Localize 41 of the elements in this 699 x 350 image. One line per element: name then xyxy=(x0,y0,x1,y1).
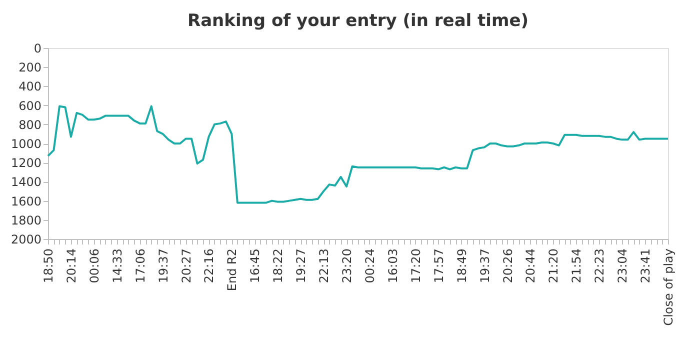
y-tick-label: 2000 xyxy=(10,232,42,246)
x-tick-label: 23:04 xyxy=(616,248,630,284)
x-tick-label: 22:16 xyxy=(202,248,216,284)
x-tick-label: 17:57 xyxy=(432,248,446,284)
y-tick-label: 1000 xyxy=(10,137,42,151)
x-tick-label: 00:06 xyxy=(87,248,102,284)
x-tick-label: 19:27 xyxy=(294,248,308,284)
x-tick-label: End R2 xyxy=(225,248,240,292)
x-tick-label: Close of play xyxy=(662,248,676,326)
x-tick-label: 22:23 xyxy=(592,248,607,284)
y-tick-label: 0 xyxy=(34,42,42,56)
x-tick-label: 22:13 xyxy=(317,248,332,284)
x-tick-label: 18:50 xyxy=(42,248,56,284)
line-series xyxy=(47,105,669,204)
y-tick-label: 200 xyxy=(18,60,42,75)
y-tick-label: 600 xyxy=(18,98,42,113)
x-tick-label: 16:45 xyxy=(248,248,262,284)
x-tick-label: 20:26 xyxy=(500,248,515,284)
chart-title: Ranking of your entry (in real time) xyxy=(187,11,529,31)
y-tick-label: 1400 xyxy=(10,175,42,190)
y-tick-label: 800 xyxy=(18,118,42,132)
x-tick-label: 23:41 xyxy=(638,248,653,284)
x-tick-label: 21:20 xyxy=(546,248,561,284)
x-tick-label: 20:27 xyxy=(179,248,194,284)
x-tick-label: 21:54 xyxy=(570,248,584,284)
x-tick-label: 19:37 xyxy=(478,248,492,284)
y-tick-label: 1800 xyxy=(10,213,42,228)
y-tick-label: 1600 xyxy=(10,194,42,208)
x-tick-label: 17:20 xyxy=(408,248,423,284)
x-tick-label: 18:49 xyxy=(454,248,469,284)
y-tick-label: 400 xyxy=(18,80,42,94)
x-tick-label: 20:14 xyxy=(64,248,78,284)
x-tick-label: 14:33 xyxy=(110,248,124,284)
x-tick-label: 18:22 xyxy=(271,248,286,284)
x-tick-label: 20:44 xyxy=(524,248,538,284)
y-tick-label: 1200 xyxy=(10,156,42,170)
x-tick-label: 16:03 xyxy=(386,248,400,284)
x-tick-label: 19:37 xyxy=(156,248,170,284)
x-tick-label: 17:06 xyxy=(133,248,148,284)
x-tick-label: 23:20 xyxy=(340,248,354,284)
x-tick-label: 00:24 xyxy=(362,248,377,284)
